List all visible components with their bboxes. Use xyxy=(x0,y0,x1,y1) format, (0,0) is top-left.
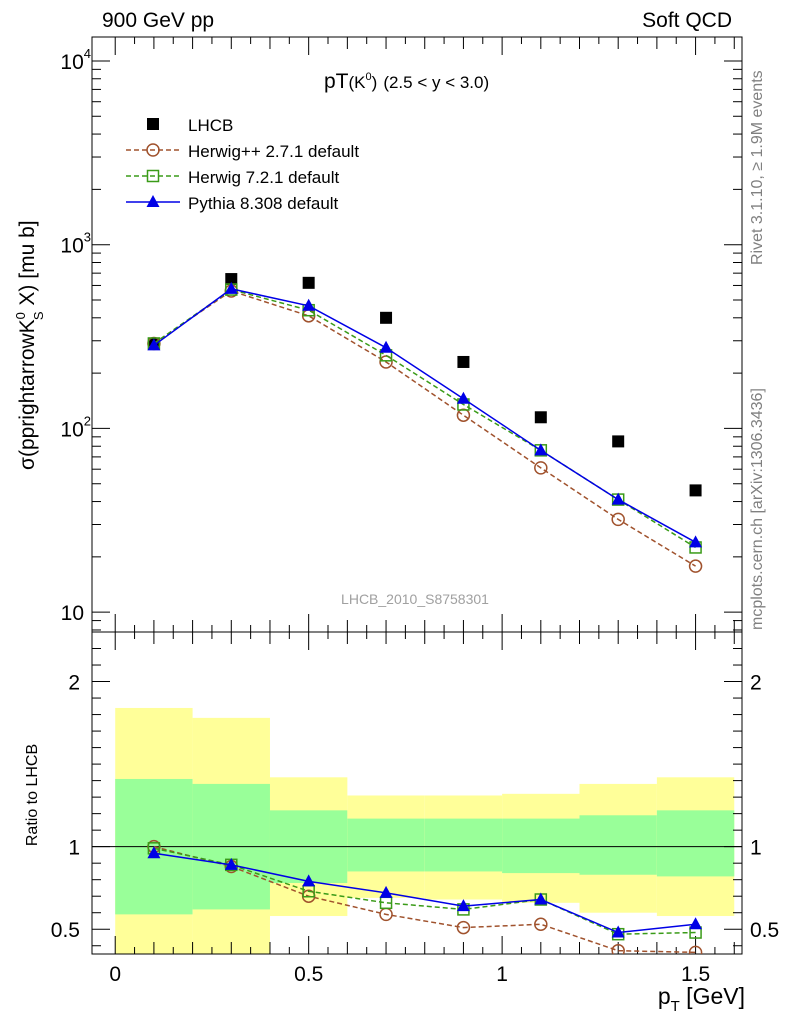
data-point xyxy=(146,195,160,207)
data-point xyxy=(457,355,470,368)
data-point xyxy=(688,559,703,573)
mcplots-label: mcplots.cern.ch [arXiv:1306.3436] xyxy=(749,388,766,630)
ratio-y-tick-label: 1 xyxy=(68,837,80,860)
y-tick-label: 102 xyxy=(60,413,91,441)
legend-label: LHCB xyxy=(188,116,233,135)
data-point xyxy=(224,857,238,870)
data-point xyxy=(224,281,238,294)
data-point xyxy=(456,408,471,422)
rivet-label: Rivet 3.1.10, ≥ 1.9M events xyxy=(749,70,766,265)
data-point xyxy=(225,273,238,286)
series-line xyxy=(153,847,696,935)
band-green xyxy=(579,815,657,875)
plot-title: pT(K0) (2.5 < y < 3.0) xyxy=(324,70,489,93)
data-point xyxy=(302,298,316,311)
data-point xyxy=(688,945,703,954)
data-point xyxy=(534,892,548,905)
ratio-y-tick-label-right: 0.5 xyxy=(750,919,779,942)
data-point xyxy=(302,874,316,887)
axis-ticks: 10 102 103 104 0.5 0.5 1 1 2 2 0 0.5 1 1.5 xyxy=(51,37,779,986)
data-point xyxy=(534,461,548,475)
ratio-bands xyxy=(115,707,735,954)
ratio-frame xyxy=(91,631,743,955)
x-tick-label: 1 xyxy=(496,963,508,986)
y-tick-label: 103 xyxy=(60,230,91,258)
data-point xyxy=(379,885,393,898)
series-line xyxy=(153,852,696,934)
data-point xyxy=(534,443,548,456)
x-tick-label: 0.5 xyxy=(294,963,323,986)
series-line xyxy=(153,845,696,954)
band-green xyxy=(502,818,580,874)
data-point xyxy=(534,411,547,424)
series-line xyxy=(153,288,696,549)
ratio-y-tick-label: 2 xyxy=(68,672,80,695)
x-tick-label: 0 xyxy=(109,963,121,986)
data-point xyxy=(302,276,315,289)
header-left: 900 GeV pp xyxy=(102,9,214,32)
data-point xyxy=(147,846,161,859)
series-line xyxy=(153,290,696,567)
data-point xyxy=(146,143,160,157)
data-point xyxy=(456,391,470,404)
y-tick-label: 10 xyxy=(61,602,84,625)
band-green xyxy=(656,810,735,877)
y-tick-label: 104 xyxy=(60,46,91,74)
legend-label: Herwig 7.2.1 default xyxy=(188,168,339,187)
main-ylabel: σ(pprightarrowK0 S X) [mu b] xyxy=(13,220,46,470)
main-series xyxy=(147,273,703,573)
data-point xyxy=(689,484,702,497)
data-point xyxy=(456,899,470,912)
data-point xyxy=(146,169,160,183)
data-point xyxy=(379,340,393,353)
data-point xyxy=(612,435,625,448)
data-point xyxy=(147,338,161,351)
ratio-series xyxy=(147,839,703,954)
xlabel: pT [GeV] xyxy=(658,983,745,1015)
data-point xyxy=(611,492,625,505)
series-line xyxy=(153,288,696,543)
band-green xyxy=(424,818,503,872)
ratio-ylabel: Ratio to LHCB xyxy=(24,744,41,846)
ratio-y-tick-label: 0.5 xyxy=(51,919,80,942)
legend-label: Pythia 8.308 default xyxy=(188,194,339,213)
data-point xyxy=(611,925,625,938)
watermark: LHCB_2010_S8758301 xyxy=(341,591,489,607)
data-point xyxy=(611,943,625,954)
data-point xyxy=(689,535,703,548)
band-green xyxy=(347,818,425,872)
data-point xyxy=(380,311,393,324)
header-right: Soft QCD xyxy=(642,9,732,32)
data-point xyxy=(534,917,548,932)
data-point xyxy=(611,512,625,527)
data-point xyxy=(689,917,703,930)
ratio-y-tick-label-right: 1 xyxy=(750,837,762,860)
legend: LHCB Herwig++ 2.7.1 default Herwig 7.2.1 d… xyxy=(126,116,359,213)
data-point xyxy=(456,920,471,935)
legend-label: Herwig++ 2.7.1 default xyxy=(188,142,359,161)
data-point xyxy=(147,118,159,130)
ratio-y-tick-label-right: 2 xyxy=(750,672,762,695)
x-tick-label: 1.5 xyxy=(681,963,710,986)
